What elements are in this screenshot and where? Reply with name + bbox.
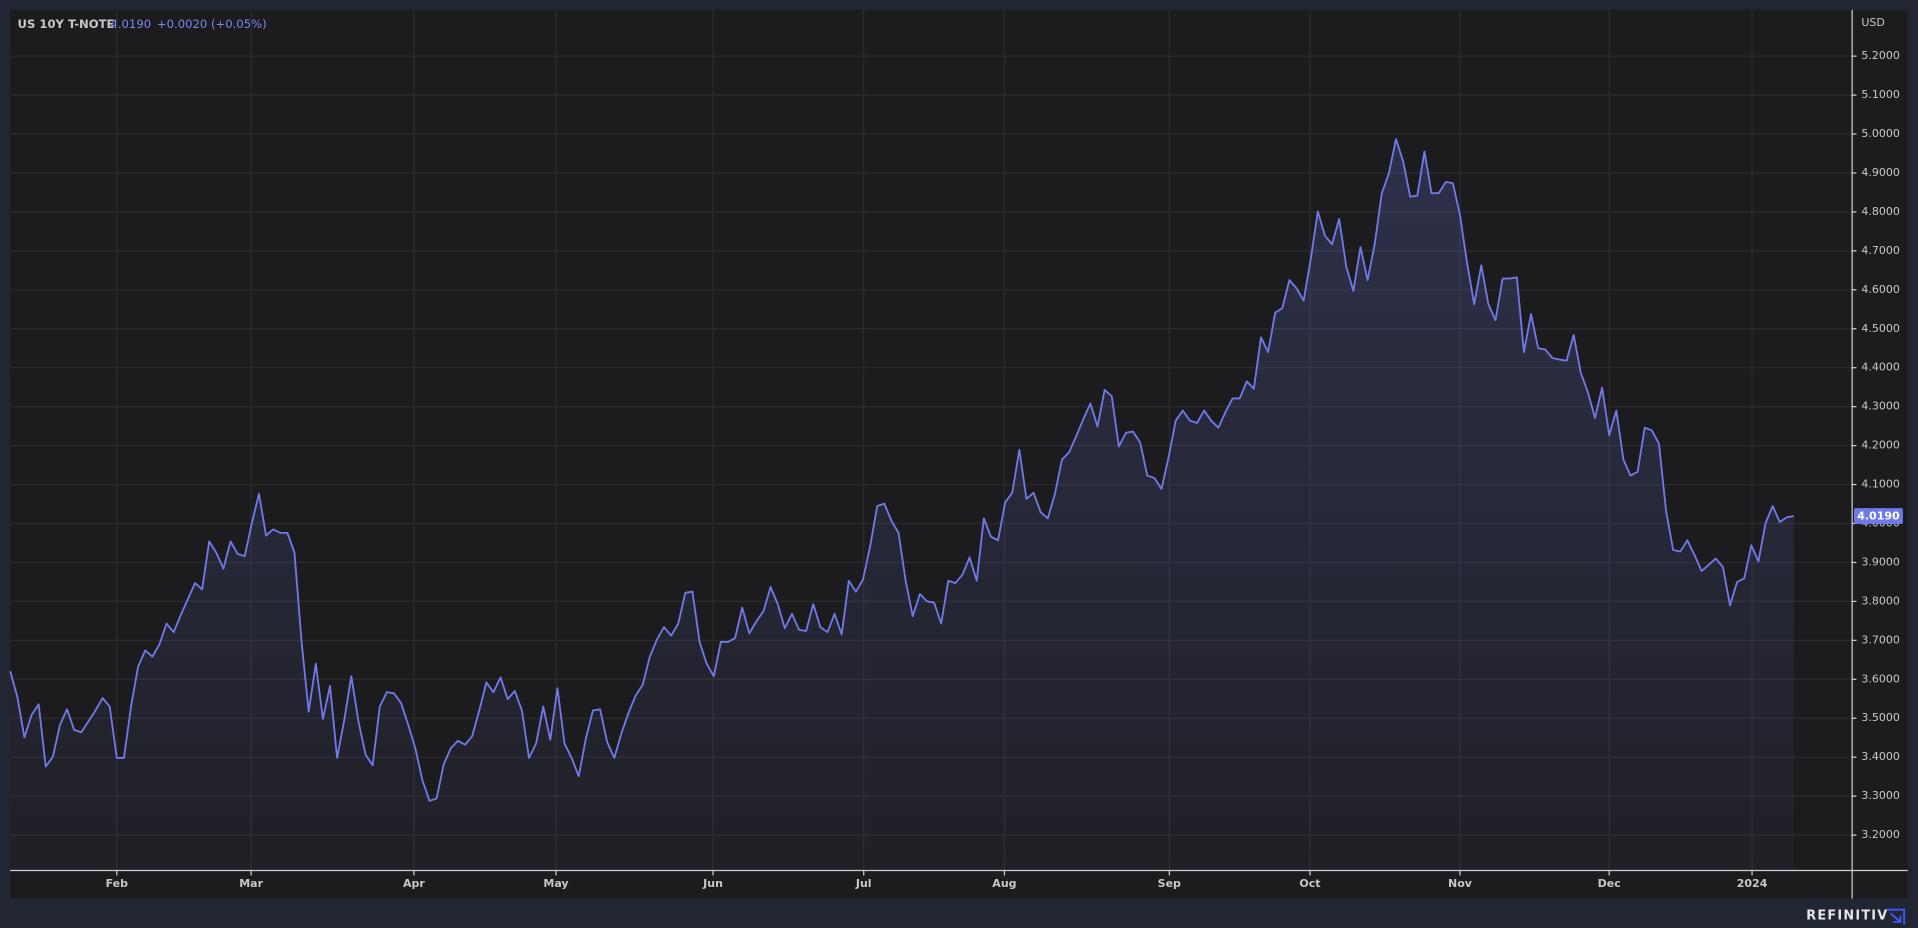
x-tick-label: May bbox=[543, 877, 568, 890]
y-tick-label: 3.2000 bbox=[1861, 828, 1900, 841]
change: +0.0020 (+0.05%) bbox=[157, 17, 267, 31]
currency: USD bbox=[1861, 16, 1885, 29]
symbol: US 10Y T-NOTE bbox=[18, 17, 115, 31]
y-tick-label: 3.4000 bbox=[1861, 750, 1900, 763]
y-tick-label: 4.3000 bbox=[1861, 400, 1900, 413]
y-tick-label: 4.7000 bbox=[1861, 244, 1900, 257]
y-tick-label: 4.6000 bbox=[1861, 283, 1900, 296]
x-tick-label: 2024 bbox=[1737, 877, 1768, 890]
y-tick-label: 3.3000 bbox=[1861, 789, 1900, 802]
area-fill bbox=[10, 139, 1794, 871]
price-tag bbox=[1853, 508, 1903, 525]
x-tick-label: Mar bbox=[239, 877, 263, 890]
y-tick-label: 3.6000 bbox=[1861, 672, 1900, 685]
price-line bbox=[9, 138, 1795, 802]
y-tick-label: 4.5000 bbox=[1861, 322, 1900, 335]
x-tick-label: Feb bbox=[106, 877, 129, 890]
last-price: 4.0190 bbox=[110, 17, 151, 31]
x-tick-label: Sep bbox=[1158, 877, 1181, 890]
y-tick-label: 3.7000 bbox=[1861, 633, 1900, 646]
x-tick-label: Nov bbox=[1448, 877, 1473, 890]
x-tick-label: Apr bbox=[403, 877, 425, 890]
x-tick-label: Aug bbox=[992, 877, 1016, 890]
x-tick-label: Jun bbox=[702, 877, 723, 890]
y-tick-label: 4.1000 bbox=[1861, 478, 1900, 491]
x-tick-label: Oct bbox=[1299, 877, 1320, 890]
y-tick-label: 3.5000 bbox=[1861, 711, 1900, 724]
x-tick-label: Jul bbox=[855, 877, 872, 890]
y-tick-label: 5.2000 bbox=[1861, 49, 1900, 62]
x-tick-label: Dec bbox=[1598, 877, 1621, 890]
brand-logo bbox=[1886, 908, 1906, 925]
y-tick-label: 4.8000 bbox=[1861, 205, 1900, 218]
y-tick-label: 4.9000 bbox=[1861, 166, 1900, 179]
y-tick-label: 3.9000 bbox=[1861, 555, 1900, 568]
y-tick-label: 4.4000 bbox=[1861, 361, 1900, 374]
brand: REFINITIV bbox=[1806, 908, 1888, 923]
y-tick-label: 5.1000 bbox=[1861, 88, 1900, 101]
y-tick-label: 3.8000 bbox=[1861, 594, 1900, 607]
y-tick-label: 4.2000 bbox=[1861, 439, 1900, 452]
price-tag-label: 4.0190 bbox=[1857, 510, 1900, 523]
y-tick-label: 5.0000 bbox=[1861, 127, 1900, 140]
